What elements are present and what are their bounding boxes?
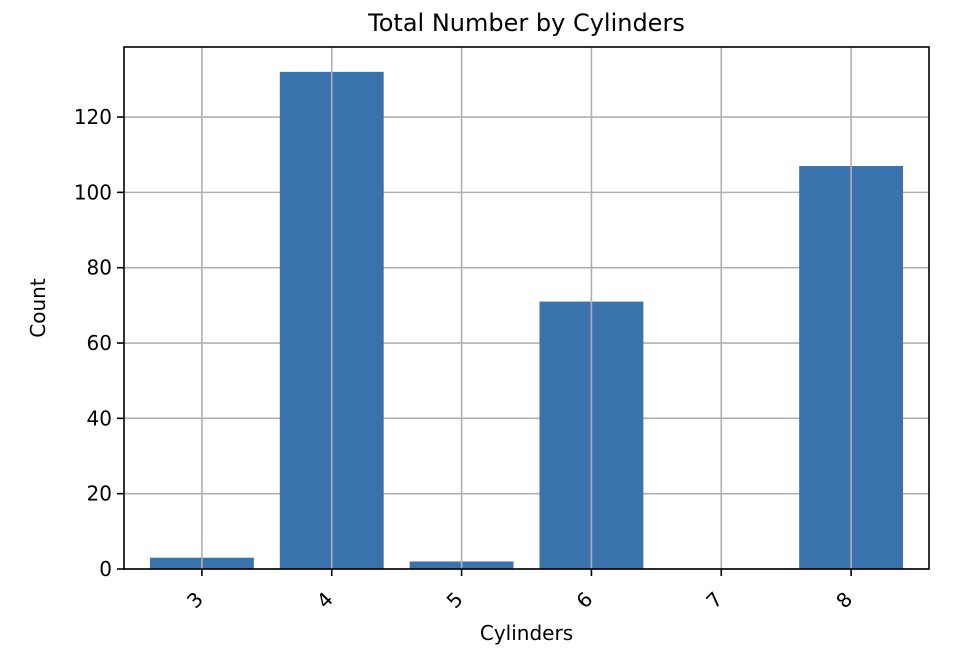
x-axis-label: Cylinders <box>480 621 573 645</box>
y-tick-label: 0 <box>99 557 112 581</box>
grid <box>124 116 929 570</box>
y-tick-label: 40 <box>87 406 112 430</box>
x-tick-label: 5 <box>442 587 468 613</box>
y-tick-label: 20 <box>87 482 112 506</box>
y-tick-label: 120 <box>74 105 112 129</box>
y-axis-ticks: 0 20 40 60 80 100 120 <box>74 105 124 581</box>
y-tick-label: 100 <box>74 180 112 204</box>
y-tick-label: 60 <box>87 331 112 355</box>
x-axis-ticks: 3 4 5 6 7 8 <box>182 569 857 613</box>
y-tick-label: 80 <box>87 256 112 280</box>
axes-frame <box>123 46 930 570</box>
x-tick-label: 7 <box>701 587 727 613</box>
vertical-grid <box>201 47 852 569</box>
y-axis-label: Count <box>26 278 50 338</box>
x-tick-label: 4 <box>312 587 338 613</box>
x-tick-label: 8 <box>831 587 857 613</box>
x-tick-label: 6 <box>571 587 597 613</box>
x-tick-label: 3 <box>182 587 208 613</box>
chart-title: Total Number by Cylinders <box>367 9 685 37</box>
